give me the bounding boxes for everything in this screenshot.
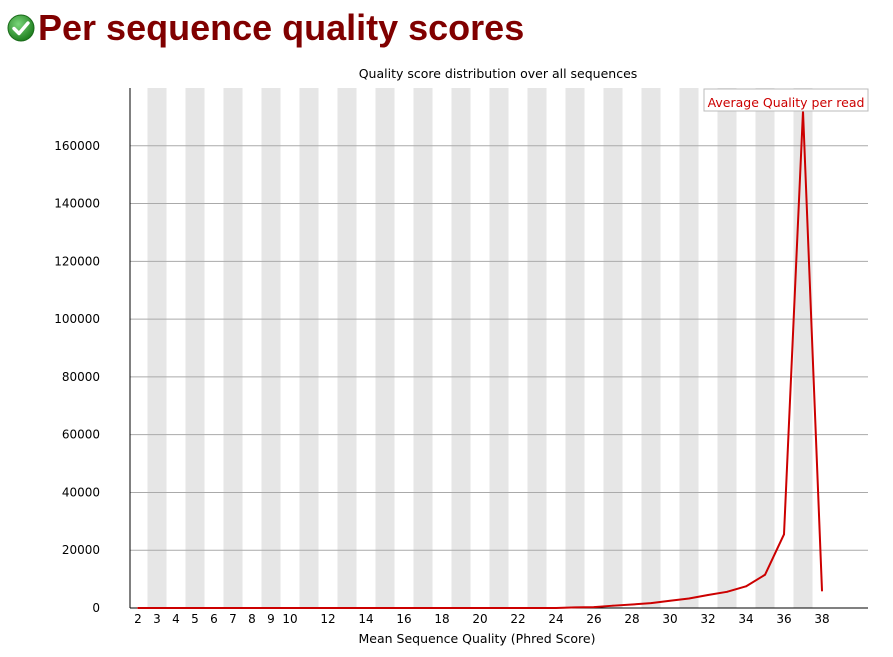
data-point [308,607,310,609]
data-point [517,607,519,609]
data-point [175,607,177,609]
data-point [327,607,329,609]
x-tick-label: 24 [548,612,563,626]
background-band [261,88,281,608]
data-point [536,607,538,609]
data-point [555,607,557,609]
data-point [479,607,481,609]
data-point [137,607,139,609]
background-band [489,88,509,608]
x-tick-label: 8 [248,612,256,626]
y-tick-label: 40000 [62,485,100,499]
header: Per sequence quality scores [6,6,524,50]
background-band [147,88,167,608]
data-point [403,607,405,609]
x-tick-label: 30 [662,612,677,626]
data-point [612,604,614,607]
data-point [422,607,424,609]
data-point [384,607,386,609]
y-tick-label: 120000 [54,254,100,268]
data-point [707,594,709,596]
data-point [745,585,747,588]
x-tick-label: 6 [210,612,218,626]
background-band [755,88,775,608]
data-point [688,597,690,600]
x-tick-label: 28 [624,612,639,626]
background-band [793,88,813,608]
y-tick-label: 160000 [54,139,100,153]
series-lines [137,110,823,609]
data-point [669,599,671,602]
data-point [498,607,500,609]
data-point [232,607,234,609]
background-band [603,88,623,608]
y-tick-label: 20000 [62,543,100,557]
x-tick-label: 10 [282,612,297,626]
x-tick-label: 38 [814,612,829,626]
background-band [679,88,699,608]
x-tick-labels: 2 3 4 5 6 7 8 9 10 12 14 16 18 20 22 24 26 28 30 32 34 36 38 [134,612,829,626]
y-tick-labels: 0 20000 40000 60000 80000 100000 120000 140000 1… [54,139,100,615]
x-tick-label: 26 [586,612,601,626]
x-tick-label: 14 [358,612,373,626]
y-tick-label: 60000 [62,428,100,442]
check-circle-icon [7,14,35,42]
data-point [194,607,196,609]
data-point [460,607,462,609]
background-band [451,88,471,608]
x-axis-label: Mean Sequence Quality (Phred Score) [359,631,596,646]
y-tick-label: 140000 [54,197,100,211]
x-tick-label: 16 [396,612,411,626]
background-band [527,88,547,608]
alternating-bands [147,88,813,608]
data-point [574,606,576,609]
x-tick-label: 4 [172,612,180,626]
legend: Average Quality per read [703,88,869,112]
y-tick-label: 0 [92,601,100,615]
data-point [631,603,633,606]
x-tick-label: 20 [472,612,487,626]
x-tick-label: 9 [267,612,275,626]
background-band [717,88,737,608]
data-point [346,607,348,609]
x-tick-label: 2 [134,612,142,626]
x-tick-label: 22 [510,612,525,626]
data-point [593,606,595,609]
y-tick-label: 80000 [62,370,100,384]
data-point [441,607,443,609]
data-point [270,607,272,609]
page-title: Per sequence quality scores [38,7,525,48]
data-point [289,607,291,609]
x-tick-label: 34 [738,612,753,626]
background-band [337,88,357,608]
background-band [641,88,661,608]
data-point [783,533,785,536]
data-point [213,607,215,609]
gridlines [130,145,868,551]
x-tick-label: 3 [153,612,161,626]
background-band [375,88,395,608]
x-tick-label: 36 [776,612,791,626]
x-tick-label: 18 [434,612,449,626]
background-band [565,88,585,608]
background-band [185,88,205,608]
background-band [413,88,433,608]
background-band [223,88,243,608]
chart-title: Quality score distribution over all sequ… [359,66,638,81]
background-band [299,88,319,608]
data-point [365,607,367,609]
data-point [726,590,728,593]
data-point [764,573,766,576]
data-point [251,607,253,609]
data-point [156,607,158,609]
legend-label: Average Quality per read [708,95,865,110]
y-tick-label: 100000 [54,312,100,326]
x-tick-label: 12 [320,612,335,626]
data-point [650,602,652,604]
x-tick-label: 32 [700,612,715,626]
data-point [821,589,823,592]
x-tick-label: 5 [191,612,199,626]
x-tick-label: 7 [229,612,237,626]
